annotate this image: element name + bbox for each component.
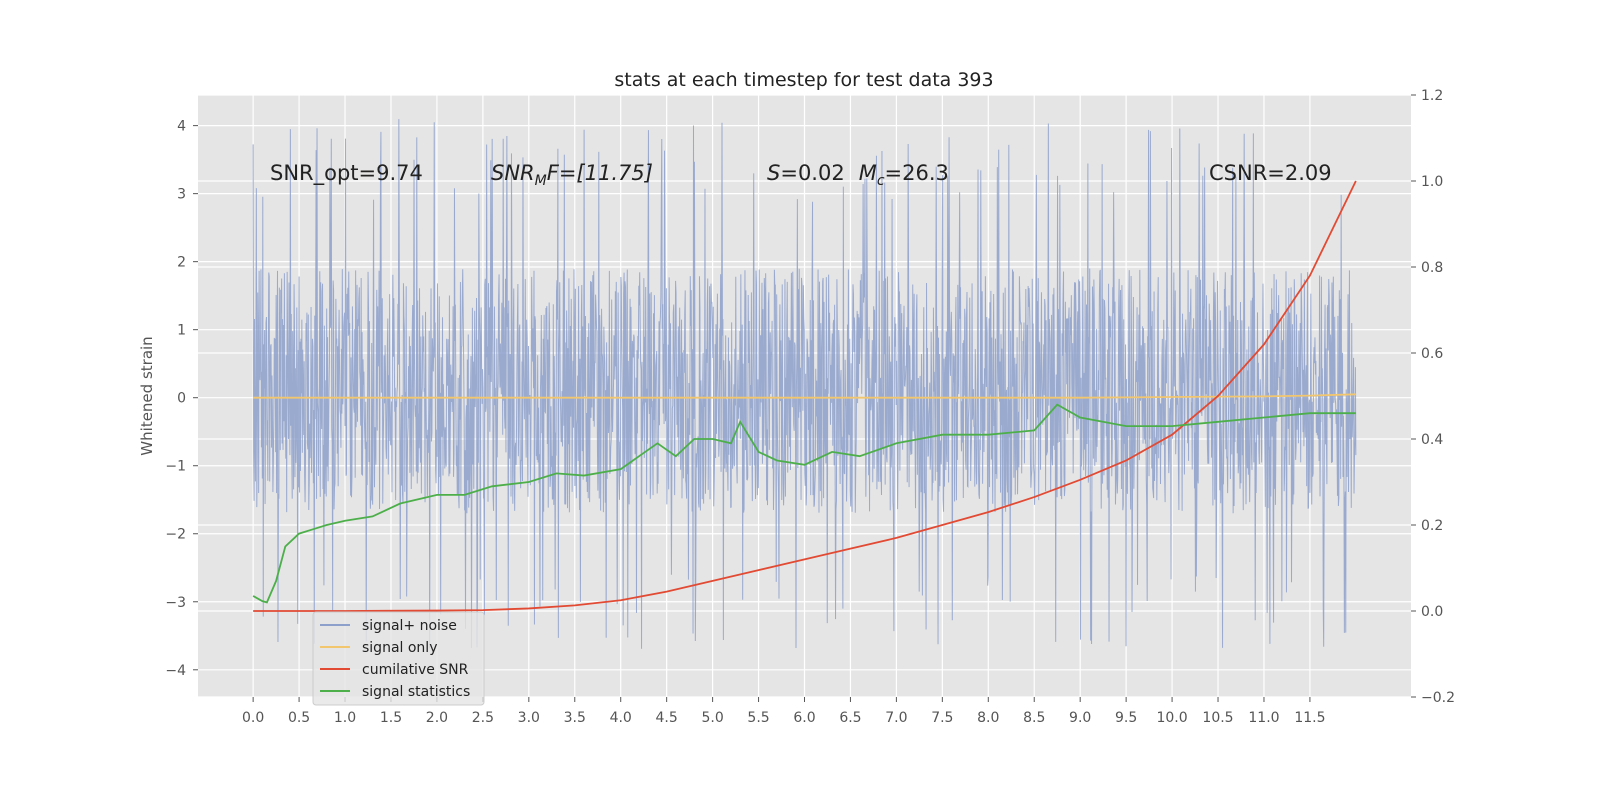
legend-box (312, 611, 485, 706)
x-tick-label: 9.5 (1115, 710, 1137, 726)
annotation-s-mc: S=0.02 Mc=26.3 (767, 161, 949, 189)
legend-label-cumulative-snr: cumilative SNR (362, 662, 469, 678)
x-tick-label: 11.5 (1294, 710, 1325, 726)
x-tick-label: 10.0 (1156, 710, 1187, 726)
annotation-mc-sub: c (877, 173, 885, 189)
signal-noise-line (252, 119, 1357, 649)
x-tick-label: 9.0 (1069, 710, 1091, 726)
signal-only-line (253, 393, 1356, 399)
annotation-snr-mf-base: SNR (491, 161, 535, 185)
signal-statistics-line (252, 403, 1356, 604)
x-tick-label: 10.5 (1202, 710, 1233, 726)
y2-tick-label: 1.0 (1421, 174, 1443, 190)
y-axis-label: Whitened strain (138, 336, 156, 455)
x-tick-label: 6.5 (839, 710, 861, 726)
x-tick-label: 4.5 (656, 710, 678, 726)
legend-label-signal-noise: signal+ noise (362, 618, 457, 634)
y2-tick-label: 0.8 (1421, 260, 1443, 276)
annotation-mc-var: M (859, 161, 877, 185)
x-axis-ticks: 0.0 0.5 1.0 1.5 2.0 2.5 3.0 3.5 4.0 4.5 5.0 5.5 6.0 6… (242, 697, 1326, 726)
annotation-mc-val: =26.3 (885, 161, 949, 185)
x-tick-label: 5.0 (701, 710, 723, 726)
y-tick-label: 0 (177, 391, 186, 407)
annotation-snr-mf-tail: F=[11.75] (547, 161, 653, 185)
x-tick-label: 8.0 (977, 710, 999, 726)
x-tick-label: 4.0 (610, 710, 632, 726)
y-tick-label: 4 (177, 119, 186, 135)
legend-item-signal-noise: signal+ noise (320, 618, 457, 634)
y2-tick-label: 1.2 (1421, 88, 1443, 104)
y-tick-label: −4 (165, 663, 186, 679)
x-tick-label: 6.0 (793, 710, 815, 726)
y2-tick-label: 0.6 (1421, 346, 1443, 362)
x-tick-label: 3.5 (564, 710, 586, 726)
x-tick-label: 3.0 (518, 710, 540, 726)
y-tick-label: −1 (165, 459, 186, 475)
chart-title: stats at each timestep for test data 393 (614, 69, 993, 91)
x-tick-label: 0.5 (288, 710, 310, 726)
legend-item-cumulative-snr: cumilative SNR (320, 662, 469, 678)
y2-tick-label: 0.2 (1421, 518, 1443, 534)
x-tick-label: 11.0 (1248, 710, 1279, 726)
x-tick-label: 1.0 (334, 710, 356, 726)
legend-item-signal-only: signal only (320, 640, 437, 656)
legend: signal+ noise signal only cumilative SNR… (312, 611, 485, 706)
x-tick-label: 2.5 (472, 710, 494, 726)
x-tick-label: 7.0 (885, 710, 907, 726)
annotation-s-var: S (767, 161, 780, 185)
y2-tick-label: 0.4 (1421, 432, 1443, 448)
legend-label-signal-statistics: signal statistics (362, 684, 470, 700)
x-tick-label: 0.0 (242, 710, 264, 726)
x-tick-label: 1.5 (380, 710, 402, 726)
x-tick-label: 8.5 (1023, 710, 1045, 726)
series-signal-statistics (252, 403, 1356, 604)
series-signal-only (253, 393, 1356, 399)
x-tick-label: 2.0 (426, 710, 448, 726)
x-tick-label: 5.5 (747, 710, 769, 726)
series-cumulative-snr (253, 180, 1357, 612)
legend-label-signal-only: signal only (362, 640, 437, 656)
y-tick-label: 3 (177, 187, 186, 203)
annotation-snr-opt: SNR_opt=9.74 (270, 161, 423, 186)
y2-tick-label: −0.2 (1421, 690, 1455, 706)
y-axis-ticks: 4 3 2 1 0 −1 −2 −3 −4 (165, 119, 198, 679)
y-tick-label: 2 (177, 255, 186, 271)
y2-tick-label: 0.0 (1421, 604, 1443, 620)
annotation-csnr: CSNR=2.09 (1209, 161, 1332, 185)
y-tick-label: 1 (177, 323, 186, 339)
annotation-s-val: =0.02 (780, 161, 844, 185)
series-signal-noise (252, 119, 1357, 649)
y-tick-label: −2 (165, 527, 186, 543)
y-tick-label: −3 (165, 595, 186, 611)
annotation-snr-mf-sub: M (535, 173, 547, 189)
cumulative-snr-line (253, 180, 1357, 612)
annotation-snr-mf: SNRMF=[11.75] (491, 161, 653, 189)
y2-axis-ticks: 1.2 1.0 0.8 0.6 0.4 0.2 0.0 −0.2 (1411, 88, 1455, 706)
x-tick-label: 7.5 (931, 710, 953, 726)
legend-item-signal-statistics: signal statistics (320, 684, 470, 700)
annotations: SNR_opt=9.74 SNRMF=[11.75] S=0.02 Mc=26.3… (270, 161, 1332, 189)
